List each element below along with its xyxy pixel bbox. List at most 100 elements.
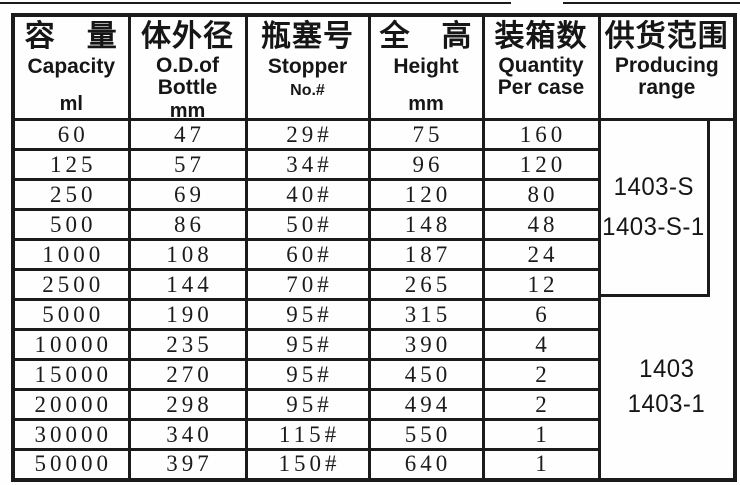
header-height: 全 高 Height mm <box>367 13 485 121</box>
header-height-content: 全 高 Height mm <box>372 18 480 117</box>
cell-od: 340 <box>127 418 248 451</box>
cell-capacity: 5000 <box>11 298 131 331</box>
header-od-en1: O.D.of <box>156 53 219 77</box>
producing-range-1403-1: 1403-1 <box>627 390 706 419</box>
cell-od: 190 <box>127 298 248 331</box>
bottle-spec-table: 容 量 Capacity ml 体外径 O.D.of Bottle mm <box>11 13 737 482</box>
cell-od: 108 <box>127 238 248 271</box>
cell-capacity: 125 <box>11 148 131 181</box>
cell-capacity: 50000 <box>11 448 131 481</box>
cell-stopper: 95# <box>244 328 371 361</box>
cell-height: 315 <box>367 298 485 331</box>
table-row-15000: 15000 270 95# 450 2 <box>11 358 735 391</box>
cell-od: 86 <box>127 208 248 241</box>
table-row-5000: 5000 190 95# 315 6 <box>11 298 735 331</box>
cell-quantity: 120 <box>481 148 601 181</box>
cell-capacity: 15000 <box>11 358 131 391</box>
table-row-250: 250 69 40# 120 80 <box>11 178 735 211</box>
cell-stopper: 95# <box>244 388 371 421</box>
header-stopper-content: 瓶塞号 Stopper No.# <box>249 18 366 117</box>
cell-stopper: 115# <box>244 418 371 451</box>
cell-stopper: 60# <box>244 238 371 271</box>
producing-range-1403-s-1: 1403-S-1 <box>602 213 705 242</box>
cell-height: 148 <box>367 208 485 241</box>
cell-stopper: 29# <box>244 118 371 151</box>
cell-quantity: 24 <box>481 238 601 271</box>
cell-quantity: 160 <box>481 118 601 151</box>
cell-od: 57 <box>127 148 248 181</box>
header-capacity-en: Capacity <box>27 54 116 78</box>
table-row-125: 125 57 34# 96 120 <box>11 148 735 181</box>
cell-stopper: 40# <box>244 178 371 211</box>
cell-quantity: 2 <box>481 388 601 421</box>
cell-od: 69 <box>127 178 248 211</box>
cell-stopper: 70# <box>244 268 371 301</box>
header-quantity-en1: Quantity <box>498 53 584 77</box>
cell-od: 47 <box>127 118 248 151</box>
cell-height: 120 <box>367 178 485 211</box>
cell-capacity: 30000 <box>11 418 131 451</box>
cell-height: 187 <box>367 238 485 271</box>
producing-range-1403: 1403 <box>639 355 695 384</box>
header-producing-range: 供货范围 Producing range <box>597 13 737 121</box>
producing-range-group2-box: 1403 1403-1 <box>602 297 732 476</box>
cell-od: 298 <box>127 388 248 421</box>
cell-quantity: 80 <box>481 178 601 211</box>
header-stopper-zh: 瓶塞号 <box>261 20 354 53</box>
cell-height: 640 <box>367 448 485 481</box>
header-stopper-sub: No.# <box>290 82 325 100</box>
cell-height: 390 <box>367 328 485 361</box>
cell-capacity: 60 <box>11 118 131 151</box>
cell-quantity: 6 <box>481 298 601 331</box>
header-od-unit: mm <box>169 99 206 120</box>
header-quantity-en2: Per case <box>497 76 585 100</box>
header-quantity-content: 装箱数 Quantity Per case <box>486 18 596 117</box>
table-row-1000: 1000 108 60# 187 24 <box>11 238 735 271</box>
header-capacity-unit: ml <box>59 93 83 115</box>
cell-height: 75 <box>367 118 485 151</box>
cell-height: 265 <box>367 268 485 301</box>
header-quantity-zh: 装箱数 <box>494 20 588 53</box>
top-edge-line-right <box>563 2 740 4</box>
header-od-content: 体外径 O.D.of Bottle mm <box>132 18 243 120</box>
header-stopper: 瓶塞号 Stopper No.# <box>244 13 371 121</box>
table-row-20000: 20000 298 95# 494 2 <box>11 388 735 421</box>
cell-od: 144 <box>127 268 248 301</box>
cell-stopper: 150# <box>244 448 371 481</box>
top-edge-line-left <box>0 2 511 4</box>
header-capacity-content: 容 量 Capacity ml <box>16 18 126 117</box>
table-row-10000: 10000 235 95# 390 4 <box>11 328 735 361</box>
cell-capacity: 10000 <box>11 328 131 361</box>
table-row-2500: 2500 144 70# 265 12 <box>11 268 735 301</box>
cell-capacity: 2500 <box>11 268 131 301</box>
cell-od: 235 <box>127 328 248 361</box>
cell-height: 494 <box>367 388 485 421</box>
header-quantity-per-case: 装箱数 Quantity Per case <box>481 13 601 121</box>
header-height-zh: 全 高 <box>379 20 473 53</box>
table-row-30000: 30000 340 115# 550 1 <box>11 418 735 451</box>
header-capacity-zh: 容 量 <box>24 20 118 53</box>
cell-stopper: 95# <box>244 358 371 391</box>
table-row-50000: 50000 397 150# 640 1 <box>11 448 735 481</box>
header-od-en2: Bottle <box>157 76 218 100</box>
header-row: 容 量 Capacity ml 体外径 O.D.of Bottle mm <box>11 13 737 121</box>
cell-height: 550 <box>367 418 485 451</box>
table-row-60: 60 47 29# 75 160 1403-S 1403-S-1 1403 14… <box>11 118 737 481</box>
cell-quantity: 2 <box>481 358 601 391</box>
header-height-en: Height <box>393 54 459 78</box>
cell-stopper: 50# <box>244 208 371 241</box>
cell-quantity: 4 <box>481 328 601 361</box>
producing-range-cell: 1403-S 1403-S-1 1403 1403-1 <box>597 118 737 481</box>
cell-od: 270 <box>127 358 248 391</box>
cell-quantity: 48 <box>481 208 601 241</box>
cell-quantity: 12 <box>481 268 601 301</box>
header-capacity: 容 量 Capacity ml <box>11 13 131 121</box>
header-stopper-en: Stopper <box>267 54 348 78</box>
cell-height: 450 <box>367 358 485 391</box>
header-producing-zh: 供货范围 <box>604 20 729 53</box>
header-od-zh: 体外径 <box>141 20 234 53</box>
cell-stopper: 95# <box>244 298 371 331</box>
cell-capacity: 1000 <box>11 238 131 271</box>
cell-capacity: 250 <box>11 178 131 211</box>
